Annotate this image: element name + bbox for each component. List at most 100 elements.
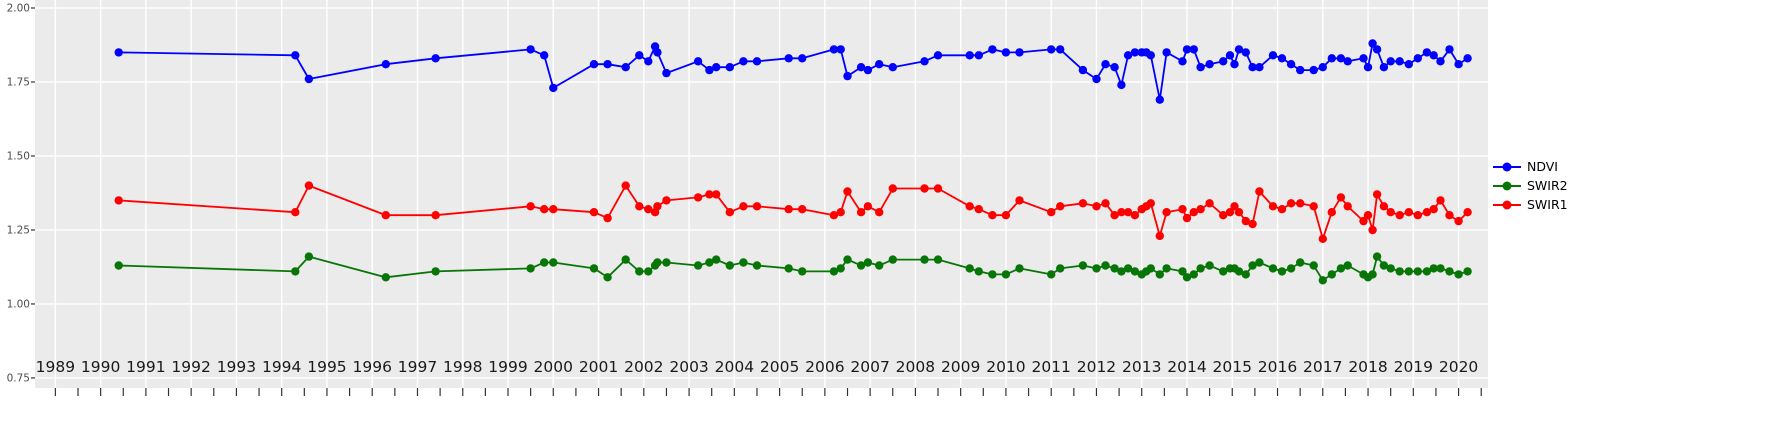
x-axis-label: 1991 xyxy=(126,358,165,376)
series-swir2-point xyxy=(1372,252,1382,261)
series-swir2-point xyxy=(635,267,644,276)
series-ndvi-point xyxy=(752,57,762,66)
series-swir1-point xyxy=(1363,211,1373,220)
x-axis-label: 1998 xyxy=(443,358,482,376)
series-swir1-point xyxy=(712,190,721,199)
x-axis-label: 2009 xyxy=(941,358,980,376)
series-swir1-point xyxy=(540,205,549,214)
x-axis-label: 2002 xyxy=(624,358,663,376)
series-swir1-point xyxy=(1336,193,1346,202)
series-swir1-point xyxy=(856,208,866,217)
series-swir2-point xyxy=(526,264,535,273)
series-swir1-point xyxy=(1056,202,1065,211)
series-ndvi-point xyxy=(621,62,630,72)
series-swir2-point xyxy=(1445,267,1454,276)
series-swir2-point xyxy=(653,258,662,267)
series-ndvi-point xyxy=(304,74,314,84)
legend-item-swir2[interactable]: SWIR2 xyxy=(1492,179,1568,193)
series-swir2-point xyxy=(920,255,929,264)
series-ndvi-point xyxy=(875,59,884,69)
x-axis-label: 2007 xyxy=(850,358,889,376)
series-ndvi-point xyxy=(1162,48,1171,57)
series-swir2-point xyxy=(1277,267,1287,276)
series-swir1-point xyxy=(1422,208,1432,217)
series-swir2-point xyxy=(863,258,873,267)
series-ndvi-point xyxy=(1436,57,1445,66)
x-axis-label: 2003 xyxy=(669,358,708,376)
plot-panel xyxy=(35,0,1488,388)
series-swir1-point xyxy=(1196,205,1205,214)
legend-item-swir1[interactable]: SWIR1 xyxy=(1492,198,1568,212)
y-axis-label: 0.75 xyxy=(7,372,30,384)
series-swir2-point xyxy=(644,267,653,276)
series-swir1-point xyxy=(1092,202,1101,211)
y-axis-label: 1.25 xyxy=(7,224,30,236)
series-swir1-point xyxy=(526,202,535,211)
x-axis-label: 2008 xyxy=(896,358,935,376)
series-swir2-point xyxy=(1189,270,1199,279)
series-swir2-point xyxy=(1092,264,1101,273)
series-ndvi-point xyxy=(829,45,839,54)
series-ndvi-point xyxy=(1318,62,1328,72)
series-swir1-point xyxy=(1015,196,1024,205)
x-axis-label: 2001 xyxy=(579,358,618,376)
series-swir1-point xyxy=(114,196,123,205)
series-swir1-point xyxy=(1078,199,1088,208)
series-swir1-point xyxy=(1277,205,1287,214)
series-swir1-point xyxy=(1234,208,1244,217)
legend-item-ndvi[interactable]: NDVI xyxy=(1492,160,1568,174)
series-swir2-point xyxy=(1162,264,1171,273)
series-ndvi-point xyxy=(1225,51,1235,60)
x-axis-label: 2013 xyxy=(1122,358,1161,376)
series-swir2-point xyxy=(1336,264,1346,273)
series-swir1-point xyxy=(1429,205,1438,214)
x-axis-label: 2014 xyxy=(1167,358,1206,376)
series-swir1-point xyxy=(1248,219,1257,229)
x-axis-label: 2016 xyxy=(1258,358,1297,376)
y-axis-label: 1.50 xyxy=(7,150,30,162)
series-swir2-point xyxy=(1255,258,1264,267)
series-swir2-point xyxy=(603,273,612,282)
series-swir2-point xyxy=(1463,267,1472,276)
series-swir1-point xyxy=(1155,231,1165,241)
series-ndvi-point xyxy=(1309,65,1318,75)
series-swir2-point xyxy=(1368,270,1377,279)
series-ndvi-point xyxy=(1463,54,1472,63)
series-swir2-point xyxy=(1123,264,1133,273)
series-swir2-point xyxy=(693,261,703,270)
series-swir1-point xyxy=(1436,196,1445,205)
series-swir2-point xyxy=(1395,267,1404,276)
series-swir1-point xyxy=(693,193,703,202)
series-swir1-point xyxy=(1178,205,1187,214)
x-axis-label: 2017 xyxy=(1303,358,1342,376)
series-swir2-point xyxy=(1130,267,1140,276)
series-swir2-point xyxy=(1234,267,1244,276)
x-axis-label: 1989 xyxy=(36,358,75,376)
series-swir2-point xyxy=(1268,264,1278,273)
series-ndvi-point xyxy=(888,62,897,72)
series-swir2-point xyxy=(739,258,748,267)
legend-marker-icon xyxy=(1493,200,1521,210)
x-axis-label: 2012 xyxy=(1077,358,1116,376)
series-swir2-point xyxy=(1117,267,1126,276)
series-ndvi-point xyxy=(1327,54,1337,63)
series-swir1-point xyxy=(965,202,974,211)
series-ndvi-point xyxy=(1372,45,1382,54)
series-ndvi-point xyxy=(1248,62,1257,72)
series-swir2-point xyxy=(988,270,997,279)
series-ndvi-point xyxy=(1429,51,1438,60)
legend-marker-icon xyxy=(1493,162,1521,172)
series-ndvi-point xyxy=(920,57,929,66)
series-ndvi-point xyxy=(381,59,390,69)
series-swir2-point xyxy=(1343,261,1352,270)
series-swir2-point xyxy=(304,252,314,261)
series-swir2-point xyxy=(1296,258,1305,267)
series-ndvi-point xyxy=(603,59,612,69)
series-swir1-point xyxy=(1327,208,1337,217)
x-axis-label: 1997 xyxy=(398,358,437,376)
series-swir1-point xyxy=(836,208,845,217)
x-axis-label: 1995 xyxy=(307,358,346,376)
legend: NDVI SWIR2 SWIR1 xyxy=(1492,160,1568,212)
series-ndvi-point xyxy=(1296,65,1305,75)
series-ndvi-point xyxy=(1117,80,1126,90)
